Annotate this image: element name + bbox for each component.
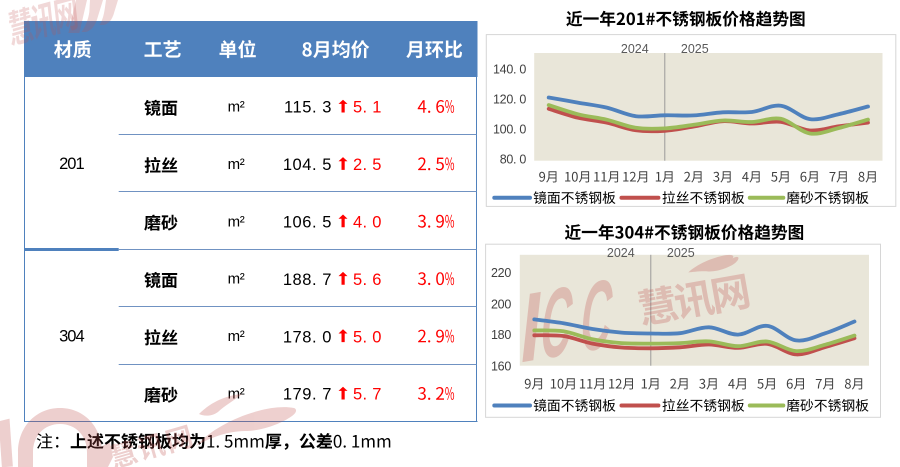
- svg-text:100. 0: 100. 0: [493, 123, 526, 137]
- svg-text:80. 0: 80. 0: [500, 152, 527, 166]
- svg-text:178. 0: 178. 0: [283, 328, 332, 346]
- svg-text:160: 160: [491, 359, 511, 373]
- svg-text:220: 220: [491, 266, 511, 280]
- svg-text:115. 3: 115. 3: [284, 99, 332, 117]
- svg-text:104. 5: 104. 5: [283, 156, 332, 174]
- svg-text:179. 7: 179. 7: [283, 386, 332, 404]
- svg-text:2. 5: 2. 5: [353, 156, 382, 174]
- svg-text:106. 5: 106. 5: [283, 214, 332, 232]
- svg-text:2024: 2024: [621, 42, 649, 56]
- svg-text:2024: 2024: [607, 246, 635, 260]
- svg-text:m²: m²: [228, 156, 245, 173]
- svg-text:5. 0: 5. 0: [353, 328, 382, 346]
- svg-text:5. 1: 5. 1: [353, 99, 382, 117]
- svg-text:m²: m²: [228, 213, 245, 230]
- svg-text:m²: m²: [228, 271, 245, 288]
- svg-text:m²: m²: [228, 386, 245, 403]
- svg-text:m²: m²: [228, 99, 245, 116]
- svg-text:2025: 2025: [667, 246, 695, 260]
- svg-text:120. 0: 120. 0: [493, 93, 526, 107]
- svg-text:5. 6: 5. 6: [353, 271, 382, 289]
- svg-text:2025: 2025: [681, 42, 709, 56]
- svg-text:4. 0: 4. 0: [353, 214, 382, 232]
- svg-text:5. 7: 5. 7: [353, 386, 382, 404]
- svg-text:304: 304: [59, 327, 84, 345]
- svg-text:200: 200: [491, 297, 511, 311]
- svg-text:201: 201: [59, 155, 84, 173]
- svg-text:180: 180: [491, 328, 511, 342]
- svg-text:188. 7: 188. 7: [283, 271, 332, 289]
- svg-text:m²: m²: [228, 328, 245, 345]
- svg-text:140. 0: 140. 0: [493, 63, 526, 77]
